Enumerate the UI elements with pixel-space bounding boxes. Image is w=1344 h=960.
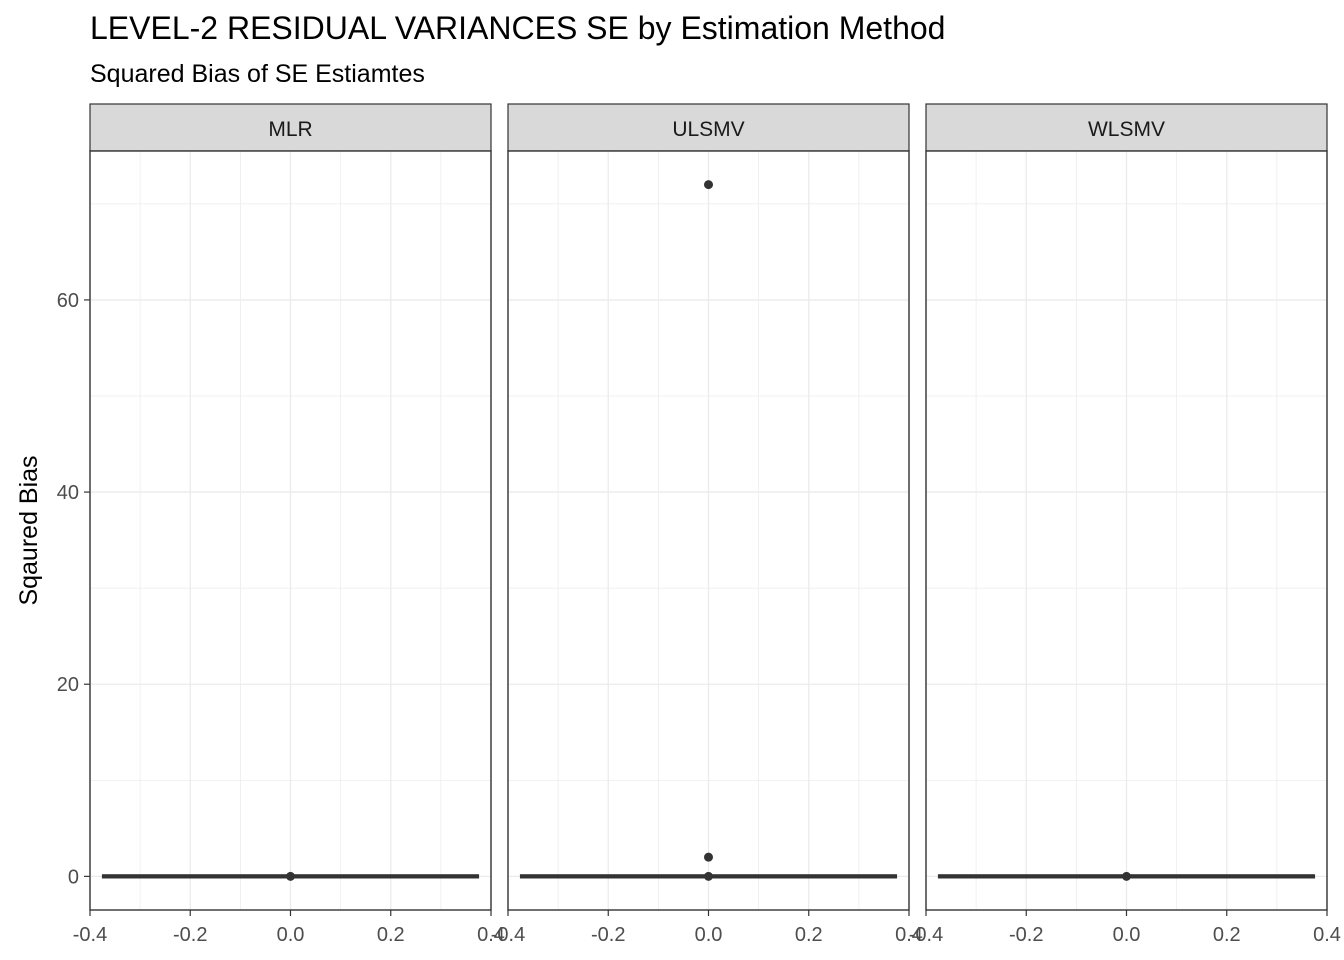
data-point [286,871,295,881]
facet-panel-mlr: MLR -0.4 -0.2 0.0 0.2 0.4 [73,103,505,946]
x-tick-label: 0.0 [277,924,305,946]
x-tick-label: -0.2 [591,924,625,946]
x-tick-label: 0.4 [477,924,505,946]
data-point [704,180,713,190]
facet-panel-ulsmv: ULSMV -0.4 -0.2 0.0 0.2 0.4 [491,103,923,946]
x-tick-label: -0.2 [173,924,207,946]
facet-strip [507,103,910,152]
x-tick-label: -0.4 [909,924,943,946]
x-tick-label: 0.4 [1313,924,1341,946]
x-tick-label: -0.4 [73,924,107,946]
y-tick-label: 20 [57,674,79,696]
data-point [704,852,713,862]
chart-title: LEVEL-2 RESIDUAL VARIANCES SE by Estimat… [90,10,946,46]
x-tick-label: -0.2 [1009,924,1043,946]
x-tick-label: 0.0 [695,924,723,946]
data-point [1122,871,1131,881]
y-tick-label: 60 [57,290,79,312]
facet-strip-label: ULSMV [672,118,744,141]
x-tick-label: 0.2 [1213,924,1241,946]
x-tick-label: 0.0 [1113,924,1141,946]
facet-panel-wlsmv: WLSMV -0.4 -0.2 0.0 0.2 0.4 [909,103,1341,946]
data-point [704,871,713,881]
facet-strip-label: MLR [268,118,312,141]
x-tick-label: 0.4 [895,924,923,946]
y-axis-label: Sqaured Bias [15,455,43,605]
y-tick-label: 40 [57,482,79,504]
y-tick-label: 0 [68,866,79,888]
facet-strip-label: WLSMV [1088,118,1165,141]
x-tick-label: 0.2 [795,924,823,946]
x-tick-label: -0.4 [491,924,525,946]
chart-subtitle: Squared Bias of SE Estiamtes [90,60,425,88]
facet-strip [89,103,492,152]
x-tick-label: 0.2 [377,924,405,946]
